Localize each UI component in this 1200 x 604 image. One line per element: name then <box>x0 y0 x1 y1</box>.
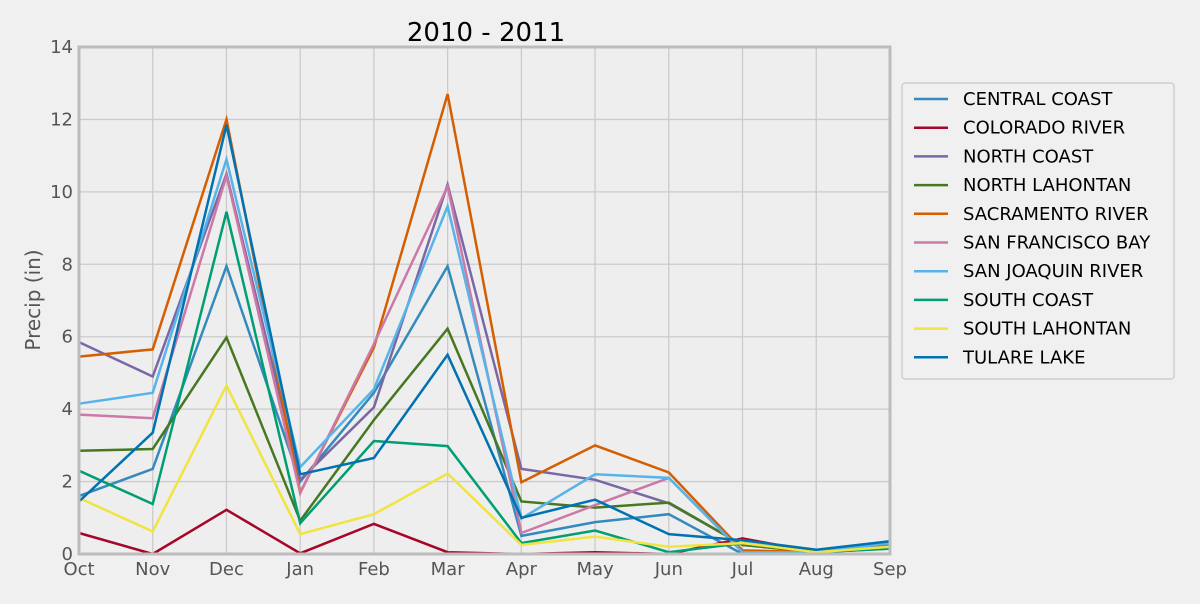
x-tick-label: May <box>576 559 614 580</box>
legend-label-central-coast: CENTRAL COAST <box>963 89 1113 110</box>
y-tick-label: 4 <box>62 399 73 420</box>
legend-label-sacramento-river: SACRAMENTO RIVER <box>963 204 1149 225</box>
x-tick-label: Mar <box>431 559 466 580</box>
gridlines <box>78 46 891 555</box>
legend-label-colorado-river: COLORADO RIVER <box>963 118 1125 139</box>
series-line-sacramento-river <box>78 93 891 554</box>
series-line-north-lahontan <box>78 326 891 554</box>
x-tick-label: Oct <box>63 559 94 580</box>
plot-background <box>79 47 890 554</box>
y-tick-label: 8 <box>62 254 73 275</box>
y-axis-label: Precip (in) <box>21 249 45 350</box>
legend-box <box>901 82 1175 380</box>
y-tick-label: 0 <box>62 544 73 565</box>
x-tick-label: Sep <box>873 559 907 580</box>
x-tick-label: Dec <box>209 559 244 580</box>
series-line-tulare-lake <box>78 124 891 551</box>
legend-label-south-lahontan: SOUTH LAHONTAN <box>963 319 1131 340</box>
legend-label-san-joaquin-river: SAN JOAQUIN RIVER <box>963 261 1143 282</box>
x-tick-label: Jan <box>285 559 314 580</box>
legend-label-tulare-lake: TULARE LAKE <box>962 347 1085 368</box>
y-tick-label: 6 <box>62 327 73 348</box>
legend-label-san-francisco-bay: SAN FRANCISCO BAY <box>963 233 1151 254</box>
plot-area <box>77 45 892 556</box>
x-tick-label: Feb <box>358 559 390 580</box>
y-tick-label: 14 <box>50 37 73 58</box>
plot-frame <box>77 45 892 556</box>
x-tick-label: Apr <box>506 559 538 580</box>
x-tick-label: Jun <box>654 559 683 580</box>
y-tick-label: 12 <box>50 109 73 130</box>
x-tick-label: Aug <box>799 559 834 580</box>
series-lines <box>78 93 891 556</box>
x-tick-label: Jul <box>731 559 754 580</box>
legend: CENTRAL COAST COLORADO RIVER NORTH COAST NO… <box>901 82 1175 380</box>
series-line-san-joaquin-river <box>78 154 891 554</box>
chart-title: 2010 - 2011 <box>407 18 565 48</box>
y-tick-labels: 0 2 4 6 8 10 12 14 <box>50 37 73 565</box>
legend-label-north-lahontan: NORTH LAHONTAN <box>963 175 1131 196</box>
y-tick-label: 10 <box>50 182 73 203</box>
legend-label-north-coast: NORTH COAST <box>963 146 1094 167</box>
legend-label-south-coast: SOUTH COAST <box>963 290 1094 311</box>
x-tick-label: Nov <box>135 559 170 580</box>
series-line-south-lahontan <box>78 382 891 554</box>
y-tick-label: 2 <box>62 472 73 493</box>
x-tick-labels: Oct Nov Dec Jan Feb Mar Apr May Jun Jul Aug Sep <box>63 559 907 580</box>
